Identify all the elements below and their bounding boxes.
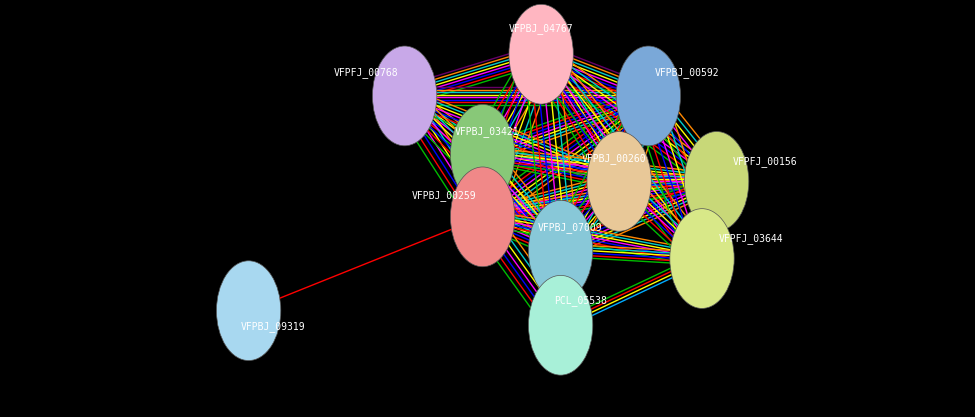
- Text: VFPBJ_00592: VFPBJ_00592: [655, 68, 720, 78]
- Ellipse shape: [372, 46, 437, 146]
- Text: VFPBJ_03421: VFPBJ_03421: [455, 126, 520, 137]
- Ellipse shape: [670, 208, 734, 309]
- Text: VFPBJ_04767: VFPBJ_04767: [509, 23, 573, 34]
- Ellipse shape: [528, 275, 593, 375]
- Text: VFPFJ_00768: VFPFJ_00768: [333, 68, 398, 78]
- Text: VFPFJ_00156: VFPFJ_00156: [733, 156, 798, 167]
- Ellipse shape: [616, 46, 681, 146]
- Ellipse shape: [450, 167, 515, 267]
- Ellipse shape: [684, 131, 749, 231]
- Text: VFPBJ_00260: VFPBJ_00260: [582, 153, 646, 164]
- Ellipse shape: [450, 104, 515, 204]
- Ellipse shape: [509, 4, 573, 104]
- Text: VFPBJ_00259: VFPBJ_00259: [411, 190, 476, 201]
- Ellipse shape: [216, 261, 281, 361]
- Text: VFPFJ_03644: VFPFJ_03644: [719, 233, 783, 244]
- Ellipse shape: [587, 131, 651, 231]
- Text: PCL_05538: PCL_05538: [554, 295, 606, 306]
- Ellipse shape: [528, 200, 593, 300]
- Text: VFPBJ_09319: VFPBJ_09319: [241, 322, 305, 332]
- Text: VFPBJ_07009: VFPBJ_07009: [538, 222, 603, 233]
